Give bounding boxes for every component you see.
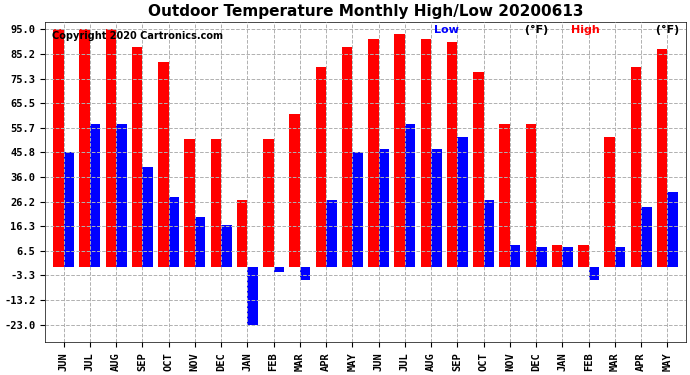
Bar [615, 247, 625, 267]
Bar [116, 124, 126, 267]
Bar [457, 137, 468, 267]
Bar [510, 244, 520, 267]
Bar [484, 200, 494, 267]
Bar [657, 49, 667, 267]
Bar [395, 34, 405, 267]
Bar [315, 67, 326, 267]
Bar [473, 72, 484, 267]
Bar [447, 42, 457, 267]
Bar [526, 124, 536, 267]
Bar [578, 244, 589, 267]
Bar [326, 200, 337, 267]
Bar [562, 247, 573, 267]
Bar [604, 137, 615, 267]
Bar [421, 39, 431, 267]
Bar [168, 197, 179, 267]
Bar [142, 167, 152, 267]
Bar [53, 29, 63, 267]
Bar [273, 267, 284, 272]
Text: Copyright 2020 Cartronics.com: Copyright 2020 Cartronics.com [52, 32, 223, 41]
Bar [589, 267, 599, 280]
Bar [210, 140, 221, 267]
Bar [667, 192, 678, 267]
Bar [263, 140, 273, 267]
Bar [431, 150, 442, 267]
Bar [379, 150, 389, 267]
Bar [631, 67, 641, 267]
Bar [221, 225, 232, 267]
Bar [368, 39, 379, 267]
Bar [300, 267, 310, 280]
Bar [63, 152, 74, 267]
Bar [106, 29, 116, 267]
Text: (°F): (°F) [652, 25, 680, 35]
Bar [132, 47, 142, 267]
Text: Low: Low [433, 25, 458, 35]
Bar [184, 140, 195, 267]
Bar [536, 247, 546, 267]
Bar [500, 124, 510, 267]
Bar [289, 114, 300, 267]
Bar [247, 267, 258, 325]
Bar [342, 47, 353, 267]
Bar [552, 244, 562, 267]
Bar [237, 200, 247, 267]
Bar [158, 62, 168, 267]
Bar [195, 217, 206, 267]
Bar [353, 152, 363, 267]
Bar [79, 29, 90, 267]
Text: (°F): (°F) [521, 25, 548, 35]
Bar [405, 124, 415, 267]
Title: Outdoor Temperature Monthly High/Low 20200613: Outdoor Temperature Monthly High/Low 202… [148, 4, 583, 19]
Text: High: High [571, 25, 600, 35]
Bar [90, 124, 100, 267]
Bar [641, 207, 651, 267]
